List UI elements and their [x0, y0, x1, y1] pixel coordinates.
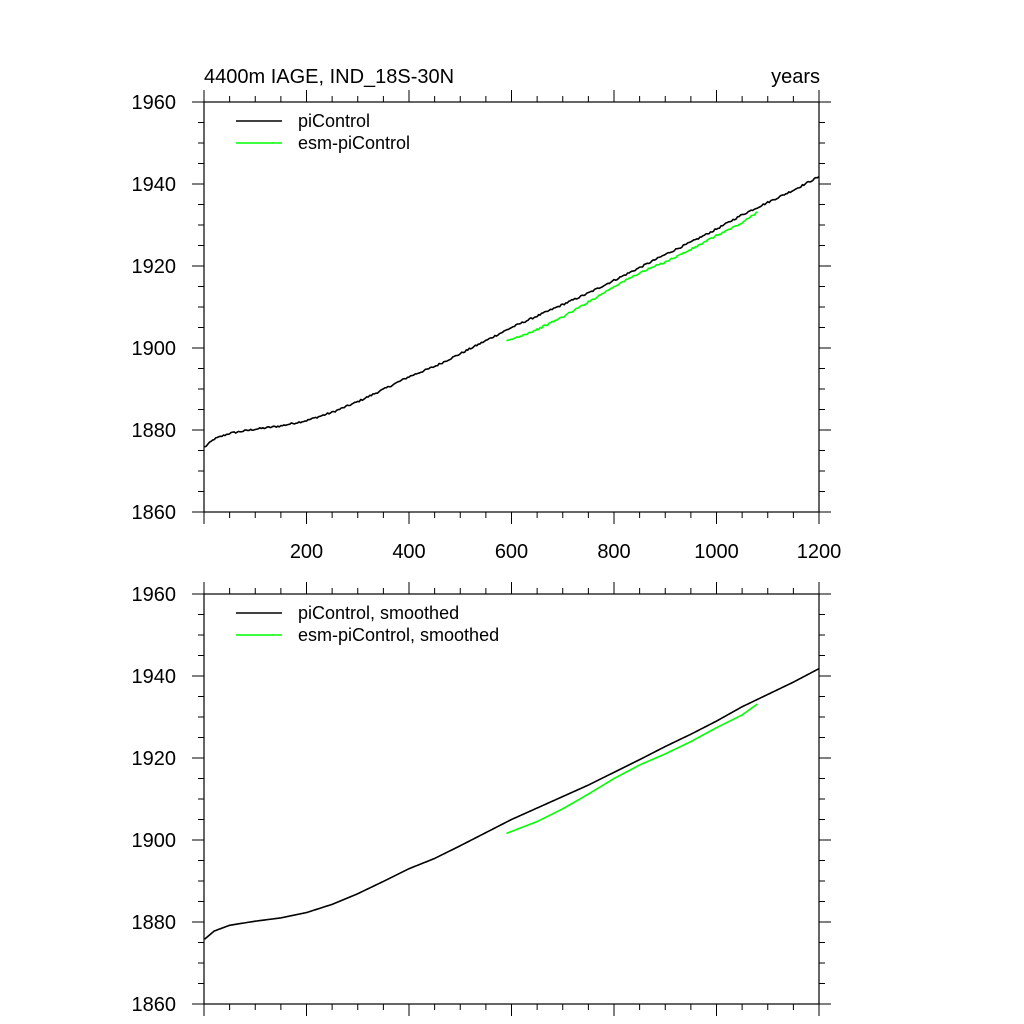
panel-1-series: [204, 175, 820, 448]
series-line-picontrol-smoothed: [203, 667, 820, 940]
panel-1-xtick-label: 600: [495, 541, 528, 563]
panel-1-ticks: 1860 1880 1900 1920 1940 1960 200 400 600 800 1000…: [132, 90, 842, 563]
panel-1-xtick-label: 1000: [694, 541, 739, 563]
panel-1-ytick-label: 1960: [132, 92, 177, 114]
panel-2-ytick-label: 1940: [132, 666, 177, 688]
panel-1-frame: [203, 101, 820, 513]
panel-2-ytick-label: 1900: [132, 830, 177, 852]
series-line-esm-picontrol: [506, 211, 758, 342]
panel-1-ytick-label: 1880: [132, 420, 177, 442]
panel-2-ytick-label: 1920: [132, 748, 177, 770]
panel-1-xtick-label: 1200: [797, 541, 842, 563]
panel-1-xtick-label: 400: [392, 541, 425, 563]
panel-2-ytick-label: 1880: [132, 912, 177, 934]
panel-1-xtick-label: 800: [597, 541, 630, 563]
legend-label-esm-picontrol-smoothed: esm-piControl, smoothed: [298, 625, 499, 645]
panel-1-ytick-label: 1940: [132, 174, 177, 196]
series-line-picontrol: [204, 175, 820, 448]
panel-1-ytick-label: 1860: [132, 502, 177, 524]
panel-1-ytick-label: 1920: [132, 256, 177, 278]
panel-2-frame: [203, 593, 820, 1005]
panel-2-ticks: 1860 1880 1900 1920 1940 1960: [132, 582, 831, 1016]
panel-2-ytick-label: 1960: [132, 584, 177, 606]
legend-label-picontrol: piControl: [298, 111, 370, 131]
legend-label-picontrol-smoothed: piControl, smoothed: [298, 603, 459, 623]
panel-2-legend: piControl, smoothed esm-piControl, smoot…: [236, 603, 499, 645]
legend-label-esm-picontrol: esm-piControl: [298, 133, 410, 153]
panel-1-legend: piControl esm-piControl: [236, 111, 410, 153]
series-line-esm-picontrol-smoothed: [506, 703, 758, 835]
panel-1-units: years: [771, 66, 820, 88]
panel-1-title: 4400m IAGE, IND_18S-30N: [204, 66, 454, 88]
panel-1-ytick-label: 1900: [132, 338, 177, 360]
panel-2-series: [203, 667, 820, 940]
panel-2-ytick-label: 1860: [132, 994, 177, 1016]
panel-1-xtick-label: 200: [290, 541, 323, 563]
